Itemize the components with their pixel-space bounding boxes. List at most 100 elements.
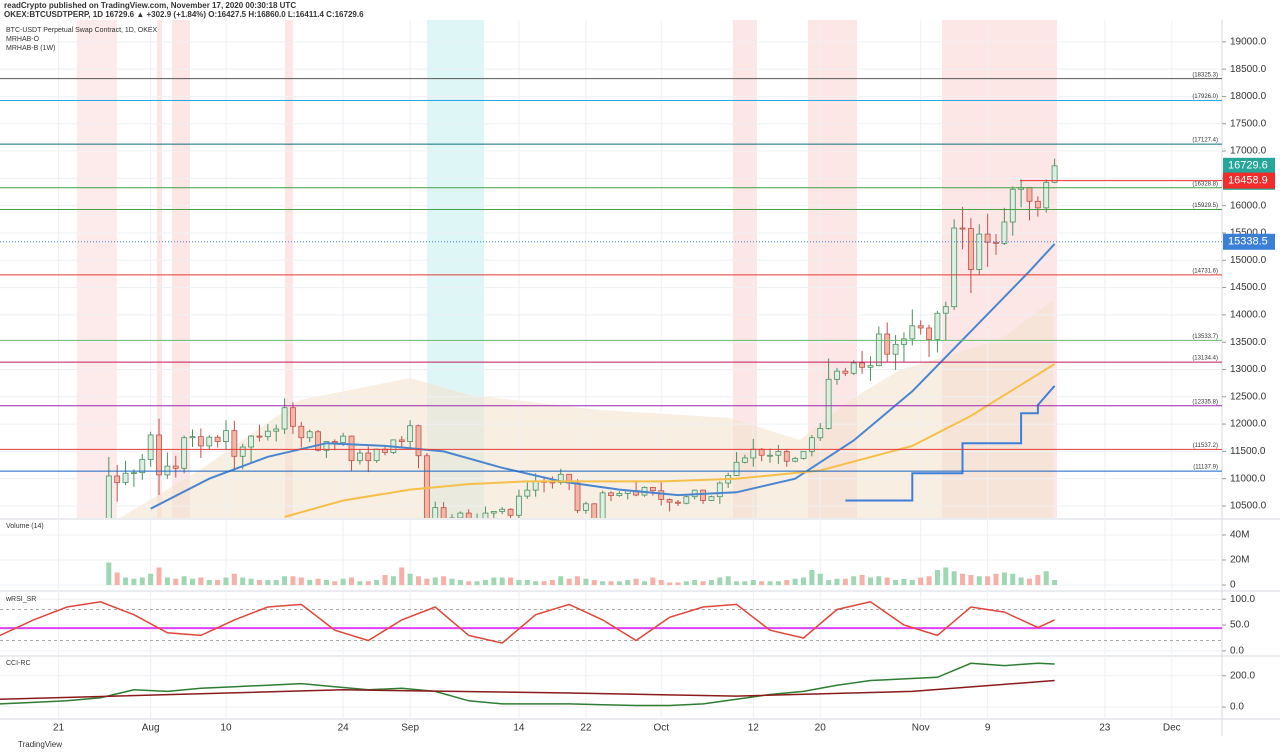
candle-body bbox=[407, 425, 414, 442]
candle-body bbox=[557, 473, 564, 483]
volume-bar bbox=[139, 577, 145, 585]
volume-bar bbox=[683, 581, 689, 585]
chart-title: BTC-USDT Perpetual Swap Contract, 1D, OK… bbox=[6, 27, 158, 34]
y-tick-label: 200.0 bbox=[1230, 670, 1255, 681]
candle-body bbox=[608, 492, 614, 497]
volume-bar bbox=[591, 580, 597, 585]
volume-bar bbox=[792, 578, 798, 585]
candle-body bbox=[131, 472, 137, 475]
pane-title: CCI-RC bbox=[6, 660, 31, 667]
y-tick-label: 40M bbox=[1230, 530, 1249, 541]
volume-bar bbox=[993, 573, 999, 585]
candle-body bbox=[750, 448, 757, 459]
price-tag-label: 16458.9 bbox=[1228, 175, 1268, 187]
volume-bar bbox=[717, 577, 723, 585]
candle-body bbox=[231, 430, 238, 457]
band bbox=[157, 20, 162, 518]
volume-bar bbox=[817, 573, 823, 585]
candle-body bbox=[926, 327, 932, 340]
candle-body bbox=[875, 333, 882, 367]
volume-bar bbox=[449, 578, 455, 585]
candle-body bbox=[524, 489, 531, 497]
volume-bar bbox=[558, 576, 564, 585]
candle-body bbox=[499, 508, 506, 512]
symbol-line: OKEX:BTCUSDTPERP, 1D 16729.6 ▲ +302.9 (+… bbox=[4, 10, 364, 19]
volume-bar bbox=[315, 578, 321, 585]
candle-body bbox=[909, 325, 916, 340]
candle-body bbox=[959, 227, 966, 230]
candle-body bbox=[574, 482, 581, 511]
candle-body bbox=[432, 507, 439, 518]
candle-body bbox=[482, 512, 489, 518]
price-tag bbox=[1223, 157, 1275, 174]
volume-bar bbox=[156, 567, 162, 585]
candle-body bbox=[423, 455, 430, 518]
volume-bar bbox=[918, 577, 924, 585]
candle-body bbox=[967, 228, 974, 270]
volume-bar bbox=[131, 578, 137, 585]
indicator-legend: MRHAB-B (1W) bbox=[6, 45, 55, 52]
y-tick-label: 17500.0 bbox=[1230, 118, 1267, 129]
candle-body bbox=[223, 430, 229, 442]
volume-bar bbox=[298, 577, 304, 585]
candle-body bbox=[1009, 188, 1016, 223]
candle-body bbox=[901, 338, 907, 345]
volume-bar bbox=[960, 573, 966, 585]
y-tick-label: 14000.0 bbox=[1230, 310, 1267, 321]
level-label: (17127.4) bbox=[1192, 138, 1218, 144]
volume-bar bbox=[926, 576, 932, 585]
x-tick-label: Sep bbox=[401, 723, 419, 734]
candle-body bbox=[884, 333, 891, 355]
candle-body bbox=[783, 450, 790, 462]
candle-body bbox=[122, 472, 129, 483]
candle-body bbox=[1043, 181, 1050, 209]
volume-bar bbox=[968, 575, 974, 585]
volume-bar bbox=[943, 567, 949, 585]
candle-body bbox=[993, 241, 999, 244]
level-label: (18325.3) bbox=[1192, 72, 1218, 78]
volume-bar bbox=[1001, 572, 1007, 585]
candle-body bbox=[323, 441, 330, 451]
volume-bar bbox=[357, 581, 363, 585]
candle-body bbox=[658, 490, 665, 500]
y-tick-label: 19000.0 bbox=[1230, 36, 1267, 47]
candle-body bbox=[356, 452, 363, 462]
candle-body bbox=[591, 503, 598, 518]
candle-body bbox=[666, 499, 673, 503]
volume-bar bbox=[1052, 580, 1058, 585]
level-label: (15929.5) bbox=[1192, 203, 1218, 209]
volume-bar bbox=[148, 573, 154, 585]
y-tick-label: 18000.0 bbox=[1230, 91, 1267, 102]
candle-body bbox=[264, 430, 271, 438]
candle-body bbox=[976, 233, 983, 270]
volume-bar bbox=[457, 580, 463, 585]
volume-bar bbox=[1043, 571, 1049, 585]
pane-3 bbox=[0, 662, 1055, 707]
candle-body bbox=[532, 481, 539, 491]
volume-bar bbox=[215, 580, 221, 585]
volume-bar bbox=[893, 580, 899, 585]
volume-bar bbox=[273, 580, 279, 585]
y-tick-label: 0.0 bbox=[1230, 702, 1244, 713]
y-tick-label: 13000.0 bbox=[1230, 364, 1267, 375]
candle-body bbox=[708, 496, 715, 501]
volume-bar bbox=[114, 572, 120, 585]
volume-bar bbox=[332, 581, 338, 585]
volume-bar bbox=[583, 578, 589, 585]
volume-bar bbox=[1018, 577, 1024, 585]
candle-body bbox=[340, 435, 347, 444]
candle-body bbox=[599, 492, 606, 518]
volume-bar bbox=[123, 577, 129, 585]
volume-bar bbox=[407, 573, 413, 585]
candle-body bbox=[105, 475, 112, 518]
y-tick-label: 12000.0 bbox=[1230, 419, 1267, 430]
volume-bar bbox=[641, 581, 647, 585]
candle-body bbox=[800, 450, 807, 459]
volume-bar bbox=[834, 578, 840, 585]
volume-bar bbox=[616, 581, 622, 585]
candle-body bbox=[398, 439, 405, 442]
volume-bar bbox=[349, 577, 355, 585]
x-tick-label: Aug bbox=[142, 723, 160, 734]
level-label: (16328.8) bbox=[1192, 181, 1218, 187]
y-tick-label: 13500.0 bbox=[1230, 337, 1267, 348]
